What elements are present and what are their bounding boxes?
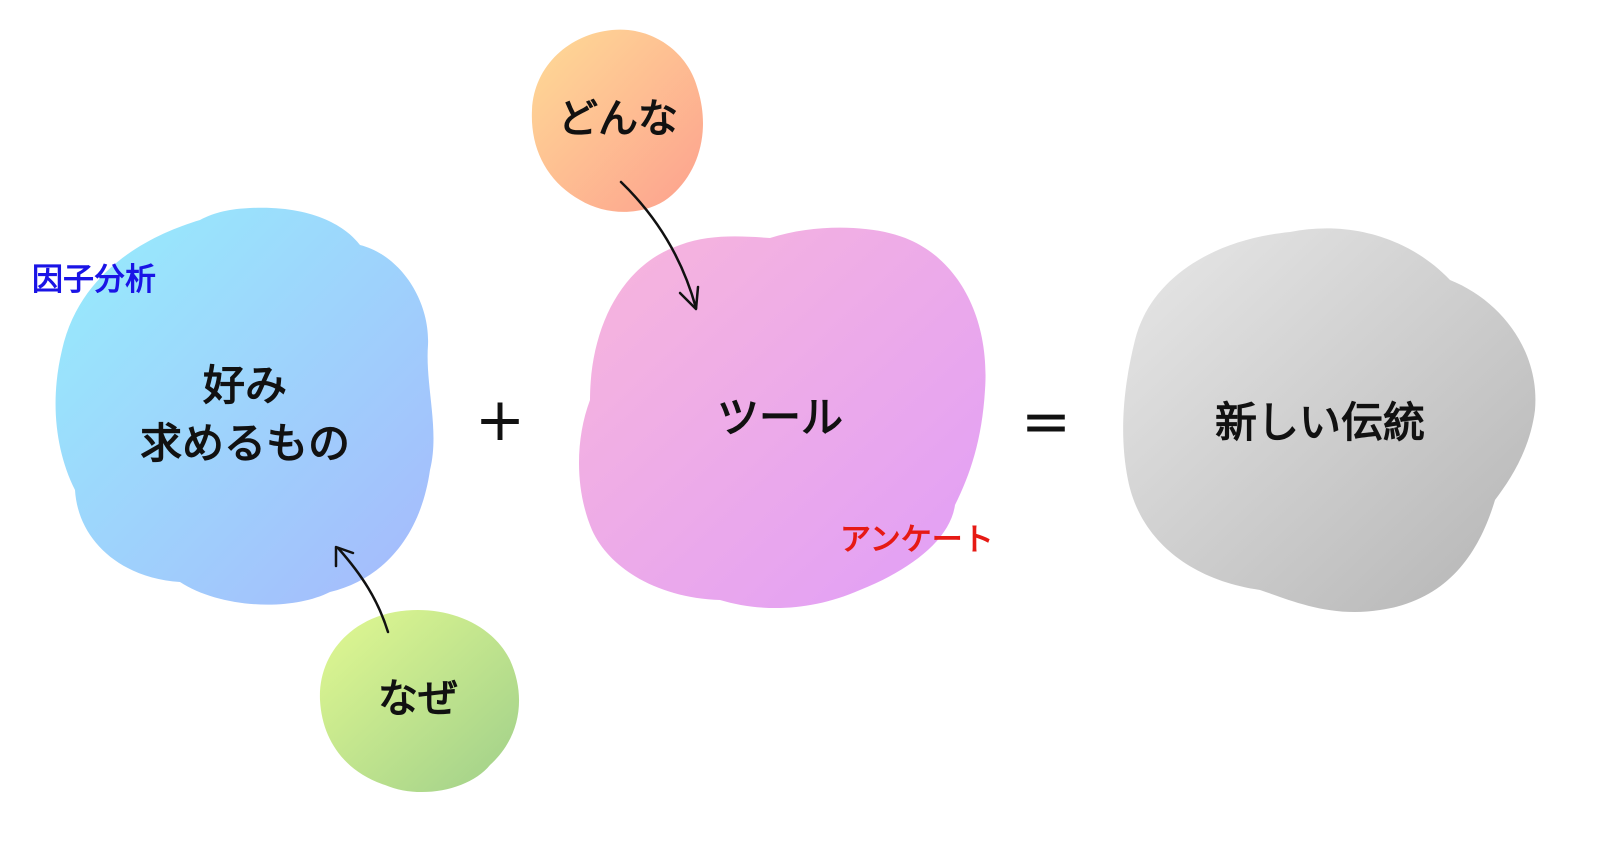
what-kind-to-tool-arrow xyxy=(619,180,700,311)
why-label: なぜ xyxy=(378,675,458,722)
preference-line-2: 求めるもの xyxy=(140,419,350,468)
plus-operator: + xyxy=(475,385,525,455)
preference-blob: 好み 求めるもの xyxy=(55,207,434,605)
why-blob: なぜ xyxy=(319,610,520,793)
why-to-preference-arrow xyxy=(334,545,390,634)
preference-line-1: 好み xyxy=(202,361,287,410)
equals-operator: = xyxy=(1021,387,1071,457)
factor-analysis-label: 因子分析 xyxy=(32,262,156,298)
tool-label: ツール xyxy=(717,393,843,442)
what-kind-blob: どんな xyxy=(531,29,703,212)
result-blob: 新しい伝統 xyxy=(1123,228,1536,612)
tool-blob: ツール xyxy=(578,227,986,609)
survey-label: アンケート xyxy=(840,522,994,558)
result-label: 新しい伝統 xyxy=(1215,398,1425,447)
what-kind-label: どんな xyxy=(558,95,678,142)
